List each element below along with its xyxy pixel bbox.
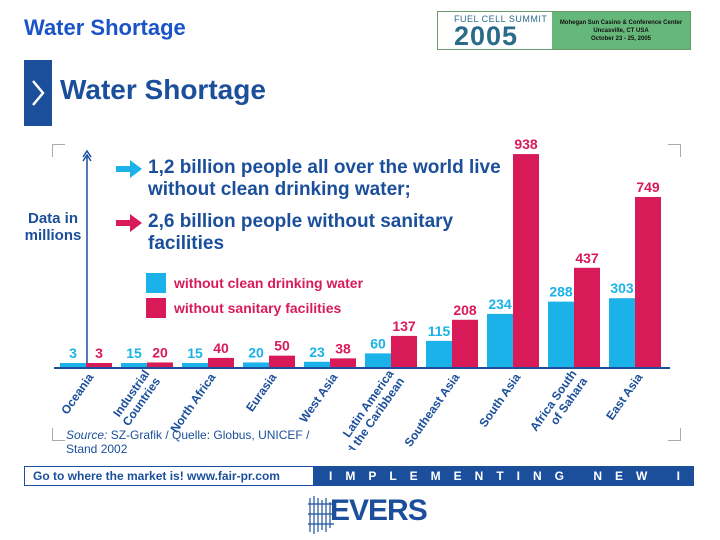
summit-city: Uncasville, CT USA <box>593 27 649 34</box>
bar <box>60 363 86 367</box>
bar-chart: 3 3 Oceania 15 20 IndustrialCountries 15 40 Nort… <box>54 136 670 450</box>
evers-logo-mark-icon <box>308 496 334 534</box>
bar <box>330 358 356 367</box>
category-label: Africa Southof Sahara <box>527 367 590 441</box>
data-label: 20 <box>152 344 168 360</box>
data-label: 40 <box>213 340 229 356</box>
bar <box>548 301 574 367</box>
bar <box>121 363 147 367</box>
data-label: 3 <box>95 345 103 361</box>
chart-panel: Water Shortage Data in millions 1,2 bill… <box>24 60 694 456</box>
data-label: 15 <box>126 345 142 361</box>
data-label: 15 <box>187 345 203 361</box>
bar <box>574 267 600 367</box>
bar <box>147 362 173 367</box>
bar <box>487 313 513 367</box>
corner-mark <box>52 428 65 441</box>
footer-slogan: IMPLEMENTING NEW IDEAS <box>313 467 693 485</box>
bar <box>452 319 478 367</box>
category-label: Southeast Asia <box>402 370 463 449</box>
bar <box>208 357 234 367</box>
data-label: 137 <box>392 318 416 334</box>
data-label: 38 <box>335 340 351 356</box>
bar <box>86 363 112 367</box>
data-label: 749 <box>636 179 660 195</box>
category-label: South Asia <box>476 370 523 429</box>
corner-mark <box>52 144 65 157</box>
bar <box>182 363 208 367</box>
data-label: 60 <box>370 335 386 351</box>
summit-year: 2005 <box>454 21 519 51</box>
annotation-drinking-water: 1,2 billion people all over the world li… <box>148 157 501 200</box>
footer-tagline: Go to where the market is! www.fair-pr.c… <box>25 467 313 485</box>
legend-label: without clean drinking water <box>174 275 364 291</box>
bar <box>365 353 391 367</box>
source-text: SZ-Grafik / Quelle: Globus, UNICEF / <box>110 428 310 442</box>
summit-brand-block: FUEL CELL SUMMIT 2005 <box>438 12 552 51</box>
bar <box>391 335 417 367</box>
annotation-sanitary: 2,6 billion people without sanitary faci… <box>148 211 454 254</box>
chart-title: Water Shortage <box>60 74 266 105</box>
corner-mark <box>668 428 681 441</box>
bar <box>635 196 661 367</box>
data-label: 437 <box>575 250 599 266</box>
bar <box>304 361 330 367</box>
slide-title: Water Shortage <box>24 15 186 40</box>
logo-text: EVERS <box>330 494 428 527</box>
y-axis-arrow-icon <box>82 153 92 162</box>
data-label: 50 <box>274 338 290 354</box>
summit-brand: FUEL CELL SUMMIT <box>454 14 548 24</box>
data-label: 938 <box>514 136 538 152</box>
data-label: 3 <box>69 345 77 361</box>
category-label: Eurasia <box>243 370 280 414</box>
legend-label: without sanitary facilities <box>174 300 342 316</box>
chevron-right-icon <box>32 80 45 106</box>
summit-venue: Mohegan Sun Casino & Conference Center <box>559 19 683 26</box>
data-label: 234 <box>488 296 512 312</box>
summit-banner: FUEL CELL SUMMIT 2005 Mohegan Sun Casino… <box>437 11 691 51</box>
y-axis-arrow-icon <box>82 149 92 158</box>
bar <box>609 298 635 367</box>
legend-entry-drinking-water: without clean drinking water <box>146 273 363 293</box>
data-label: 288 <box>549 284 573 300</box>
category-label: West Asia <box>296 370 340 425</box>
summit-dates: October 23 - 25, 2005 <box>590 35 652 42</box>
category-label: North Africa <box>167 370 218 435</box>
source-label: Source: <box>66 428 108 442</box>
evers-logo: EVERS <box>306 492 428 534</box>
category-label: East Asia <box>603 370 645 422</box>
data-label: 20 <box>248 344 264 360</box>
y-axis-label: Data in millions <box>24 210 82 244</box>
legend-swatch <box>146 298 166 318</box>
title-tab <box>24 60 52 126</box>
arrow-right-icon <box>116 214 142 232</box>
bar <box>426 340 452 367</box>
data-label: 303 <box>610 280 634 296</box>
source-text-2: Stand 2002 <box>66 442 128 456</box>
bar <box>269 355 295 367</box>
source-note: Source: SZ-Grafik / Quelle: Globus, UNIC… <box>66 428 309 456</box>
data-label: 208 <box>453 302 477 318</box>
bar <box>513 154 539 367</box>
legend-entry-sanitary: without sanitary facilities <box>146 298 341 318</box>
category-label: IndustrialCountries <box>109 367 163 429</box>
summit-info-block: Mohegan Sun Casino & Conference Center U… <box>552 12 690 49</box>
category-label: Oceania <box>58 370 96 417</box>
bar <box>243 362 269 367</box>
corner-mark <box>668 144 681 157</box>
data-label: 23 <box>309 344 325 360</box>
legend-swatch <box>146 273 166 293</box>
footer-bar: Go to where the market is! www.fair-pr.c… <box>24 466 694 486</box>
data-label: 115 <box>428 323 451 339</box>
arrow-right-icon <box>116 160 142 178</box>
